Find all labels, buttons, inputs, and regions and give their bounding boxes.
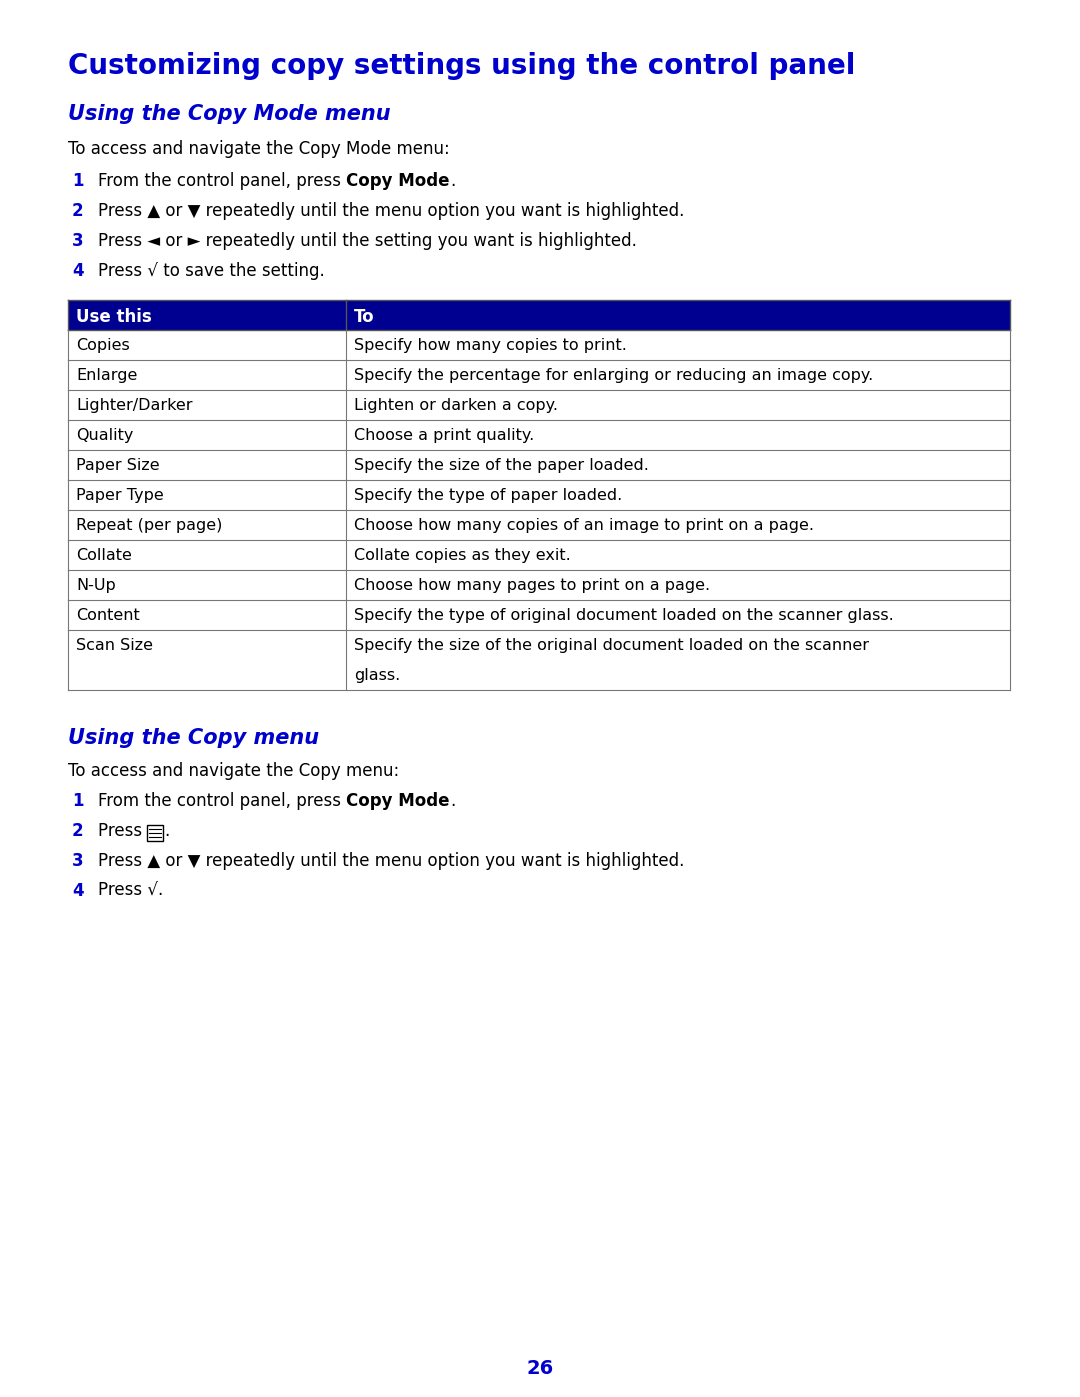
Text: Specify the size of the paper loaded.: Specify the size of the paper loaded. (354, 458, 649, 474)
Text: Specify the type of original document loaded on the scanner glass.: Specify the type of original document lo… (354, 608, 893, 623)
Bar (68, 360, 1010, 390)
Text: .: . (449, 792, 455, 810)
Text: Specify the type of paper loaded.: Specify the type of paper loaded. (354, 488, 622, 503)
Text: glass.: glass. (354, 668, 400, 683)
Text: Press √.: Press √. (98, 882, 163, 900)
Text: From the control panel, press: From the control panel, press (98, 792, 347, 810)
Bar (68, 390, 1010, 420)
Text: Customizing copy settings using the control panel: Customizing copy settings using the cont… (68, 52, 855, 80)
Text: 1: 1 (72, 792, 83, 810)
Bar (68, 510, 1010, 541)
Bar (68, 420, 1010, 450)
Bar (68, 450, 1010, 481)
Text: To: To (354, 307, 375, 326)
Text: Press √ to save the setting.: Press √ to save the setting. (98, 263, 325, 279)
Text: Paper Type: Paper Type (76, 488, 164, 503)
Text: .: . (449, 172, 455, 190)
Text: Using the Copy Mode menu: Using the Copy Mode menu (68, 103, 391, 124)
Text: Press: Press (98, 821, 147, 840)
Text: 4: 4 (72, 882, 83, 900)
Text: Collate copies as they exit.: Collate copies as they exit. (354, 548, 570, 563)
Text: .: . (164, 821, 170, 840)
Text: 3: 3 (72, 852, 83, 870)
Bar (68, 300, 1010, 330)
Bar (68, 570, 1010, 599)
Text: Content: Content (76, 608, 139, 623)
Text: Choose how many pages to print on a page.: Choose how many pages to print on a page… (354, 578, 710, 592)
Text: Scan Size: Scan Size (76, 638, 153, 652)
Text: Use this: Use this (76, 307, 152, 326)
Text: Paper Size: Paper Size (76, 458, 160, 474)
Text: Lighten or darken a copy.: Lighten or darken a copy. (354, 398, 558, 414)
Text: 4: 4 (72, 263, 83, 279)
Bar (147, 826, 163, 841)
Text: Enlarge: Enlarge (76, 367, 137, 383)
Text: Specify the percentage for enlarging or reducing an image copy.: Specify the percentage for enlarging or … (354, 367, 873, 383)
Bar (68, 630, 1010, 690)
Bar (68, 541, 1010, 570)
Text: 26: 26 (526, 1359, 554, 1377)
Text: Lighter/Darker: Lighter/Darker (76, 398, 192, 414)
Text: 3: 3 (72, 232, 83, 250)
Text: Press ◄ or ► repeatedly until the setting you want is highlighted.: Press ◄ or ► repeatedly until the settin… (98, 232, 637, 250)
Text: 2: 2 (72, 821, 83, 840)
Text: Press ▲ or ▼ repeatedly until the menu option you want is highlighted.: Press ▲ or ▼ repeatedly until the menu o… (98, 852, 685, 870)
Text: Copy Mode: Copy Mode (347, 792, 449, 810)
Text: To access and navigate the Copy Mode menu:: To access and navigate the Copy Mode men… (68, 140, 449, 158)
Text: N-Up: N-Up (76, 578, 116, 592)
Text: Press ▲ or ▼ repeatedly until the menu option you want is highlighted.: Press ▲ or ▼ repeatedly until the menu o… (98, 203, 685, 219)
Bar (68, 481, 1010, 510)
Text: Copies: Copies (76, 338, 130, 353)
Text: 1: 1 (72, 172, 83, 190)
Text: Quality: Quality (76, 427, 133, 443)
Text: Specify how many copies to print.: Specify how many copies to print. (354, 338, 626, 353)
Text: From the control panel, press: From the control panel, press (98, 172, 347, 190)
Text: Repeat (per page): Repeat (per page) (76, 518, 222, 534)
Text: Copy Mode: Copy Mode (347, 172, 449, 190)
Bar (68, 330, 1010, 360)
Text: Specify the size of the original document loaded on the scanner: Specify the size of the original documen… (354, 638, 869, 652)
Text: To access and navigate the Copy menu:: To access and navigate the Copy menu: (68, 761, 400, 780)
Text: Collate: Collate (76, 548, 132, 563)
Text: 2: 2 (72, 203, 83, 219)
Text: Using the Copy menu: Using the Copy menu (68, 728, 319, 747)
Bar (68, 599, 1010, 630)
Text: Choose a print quality.: Choose a print quality. (354, 427, 535, 443)
Text: Choose how many copies of an image to print on a page.: Choose how many copies of an image to pr… (354, 518, 814, 534)
